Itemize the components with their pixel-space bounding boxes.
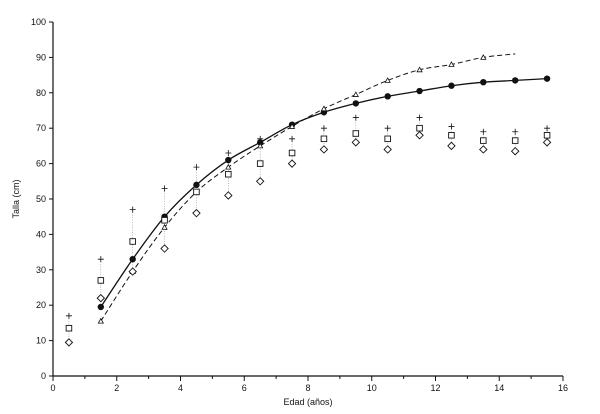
diamond-point bbox=[447, 141, 456, 151]
triangle-point bbox=[320, 105, 328, 112]
plus-point bbox=[193, 164, 200, 171]
plus-point bbox=[352, 114, 359, 121]
x-tick-label: 10 bbox=[367, 383, 377, 393]
triangle-point bbox=[257, 142, 264, 149]
y-tick-label: 80 bbox=[36, 88, 46, 98]
triangle-point bbox=[225, 163, 232, 170]
circle-point bbox=[384, 93, 391, 100]
square-point bbox=[161, 216, 168, 224]
axes: 0 10 20 30 40 50 60 70 80 90 100 0 2 4 6 8 10 12 14 16 bbox=[31, 17, 568, 393]
y-tick-label: 60 bbox=[36, 159, 46, 169]
plus-point bbox=[257, 135, 264, 142]
y-tick-label: 50 bbox=[36, 194, 46, 204]
square-point bbox=[352, 130, 360, 137]
x-axis-label: Edad (años) bbox=[283, 397, 332, 407]
diamond-point bbox=[255, 177, 265, 186]
circle-point bbox=[416, 87, 423, 95]
plus-point bbox=[544, 125, 551, 132]
x-tick-label: 2 bbox=[114, 383, 119, 393]
circle-point bbox=[511, 77, 519, 84]
triangle-point bbox=[416, 66, 423, 73]
diamond-point bbox=[383, 145, 392, 154]
y-tick-label: 30 bbox=[36, 265, 46, 275]
circle-point bbox=[256, 139, 264, 146]
square-point bbox=[288, 149, 296, 157]
x-tick-label: 6 bbox=[242, 383, 247, 393]
circle-point bbox=[97, 303, 105, 311]
plus-point bbox=[416, 114, 423, 121]
diamond-point bbox=[479, 145, 488, 154]
y-tick-label: 100 bbox=[31, 17, 46, 27]
circle-point bbox=[352, 100, 360, 107]
x-tick-label: 4 bbox=[178, 383, 183, 393]
triangle-point bbox=[161, 223, 168, 230]
x-tick-label: 12 bbox=[430, 383, 440, 393]
plus-point bbox=[97, 256, 104, 263]
x-tick-label: 16 bbox=[558, 383, 568, 393]
plus-point bbox=[448, 123, 455, 130]
triangle-point bbox=[448, 61, 455, 67]
plus-point bbox=[65, 312, 72, 319]
x-tick-label: 14 bbox=[494, 383, 504, 393]
square-point bbox=[193, 188, 200, 196]
square-point bbox=[97, 277, 105, 284]
plus-point bbox=[384, 125, 391, 132]
circle-point bbox=[225, 156, 232, 164]
plus-point bbox=[129, 206, 136, 213]
diamond-point bbox=[415, 131, 424, 140]
plus-point bbox=[512, 128, 519, 135]
y-tick-label: 90 bbox=[36, 52, 46, 62]
circle-point bbox=[543, 75, 551, 82]
plus-point bbox=[289, 135, 296, 142]
plus-point bbox=[480, 128, 487, 135]
data-marks bbox=[64, 53, 552, 347]
triangle-point bbox=[288, 123, 296, 129]
y-tick-label: 0 bbox=[41, 371, 46, 381]
square-point bbox=[480, 137, 487, 144]
x-tick-label: 8 bbox=[305, 383, 310, 393]
square-point bbox=[129, 238, 136, 245]
square-point bbox=[65, 324, 73, 332]
plus-point bbox=[320, 125, 327, 132]
plus-point bbox=[225, 149, 232, 156]
y-tick-label: 70 bbox=[36, 123, 46, 133]
y-tick-label: 10 bbox=[36, 336, 46, 346]
x-tick-label: 0 bbox=[50, 383, 55, 393]
diamond-point bbox=[192, 208, 201, 218]
square-point bbox=[225, 170, 232, 178]
square-point bbox=[543, 132, 551, 139]
square-point bbox=[448, 132, 455, 139]
y-axis-label: Talla (cm) bbox=[11, 179, 21, 218]
circle-point bbox=[193, 181, 200, 189]
dashed-curve bbox=[100, 53, 516, 322]
triangle-point bbox=[97, 317, 104, 324]
y-tick-label: 40 bbox=[36, 229, 46, 239]
circle-point bbox=[448, 82, 455, 89]
square-point bbox=[320, 135, 328, 143]
square-point bbox=[416, 124, 423, 132]
triangle-point bbox=[480, 54, 487, 60]
diamond-point bbox=[64, 338, 74, 347]
square-point bbox=[511, 137, 519, 144]
diamond-point bbox=[510, 146, 520, 156]
square-point bbox=[256, 160, 264, 167]
diamond-point bbox=[224, 191, 233, 200]
y-tick-label: 20 bbox=[36, 300, 46, 310]
diamond-point bbox=[287, 159, 297, 168]
diamond-point bbox=[542, 138, 552, 147]
triangle-point bbox=[384, 77, 391, 83]
diamond-point bbox=[128, 267, 137, 276]
square-point bbox=[384, 135, 391, 143]
diamond-point bbox=[351, 138, 361, 147]
plus-point bbox=[161, 185, 168, 192]
triangle-point bbox=[352, 91, 359, 97]
circle-point bbox=[480, 78, 487, 86]
diamond-point bbox=[96, 293, 106, 303]
circle-point bbox=[129, 255, 136, 263]
diamond-point bbox=[319, 145, 329, 154]
diamond-point bbox=[160, 244, 169, 253]
